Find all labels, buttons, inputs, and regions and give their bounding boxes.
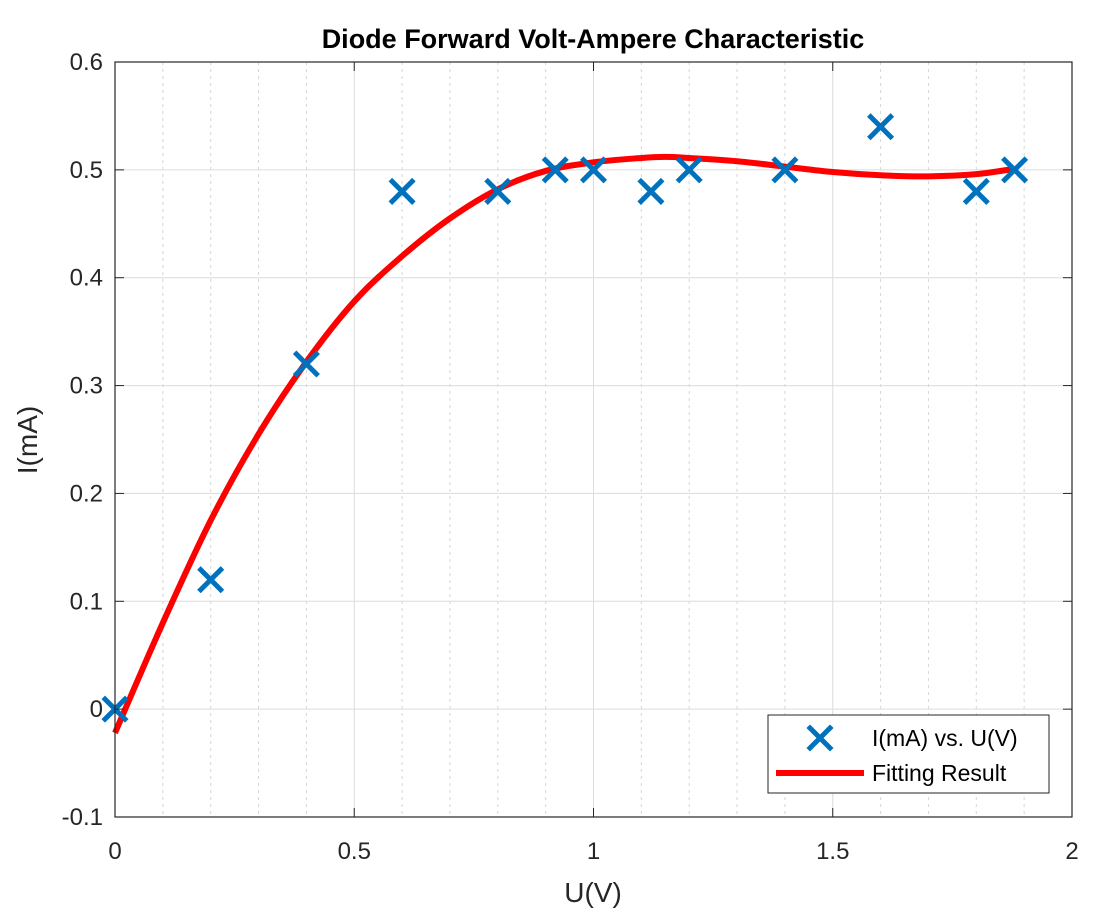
data-point xyxy=(197,566,225,594)
y-tick-label: 0.3 xyxy=(70,373,103,400)
legend-marker-x xyxy=(806,724,834,752)
x-tick-label: 2 xyxy=(1065,838,1078,865)
x-tick-label: 1 xyxy=(587,838,600,865)
data-point xyxy=(292,350,320,378)
data-point xyxy=(675,156,703,184)
data-point xyxy=(484,177,512,205)
data-point xyxy=(579,156,608,184)
y-tick-label: 0.5 xyxy=(70,157,103,184)
fit-curve xyxy=(112,153,1016,735)
ticks: 0 0.5 1 1.5 2-0.100.10.20.30.40.50.6 xyxy=(62,49,1079,865)
data-point xyxy=(541,156,569,184)
y-tick-label: 0.6 xyxy=(70,49,103,76)
y-tick-label: 0.1 xyxy=(70,588,103,615)
major-grid xyxy=(115,62,1072,817)
x-tick-label: 0.5 xyxy=(338,838,371,865)
data-point xyxy=(388,177,416,205)
legend-x-glyph xyxy=(806,724,834,752)
data-point xyxy=(962,177,990,205)
data-point xyxy=(637,177,665,205)
y-tick-label: -0.1 xyxy=(62,804,103,831)
y-tick-label: 0 xyxy=(90,696,103,723)
y-tick-label: 0.2 xyxy=(70,480,103,507)
legend-box xyxy=(767,714,1050,794)
data-point xyxy=(867,113,895,141)
x-axis-label: U(V) xyxy=(564,877,622,908)
legend-label-scatter: I(mA) vs. U(V) xyxy=(872,725,1018,751)
chart-title: Diode Forward Volt-Ampere Characteristic xyxy=(322,24,865,54)
legend: I(mA) vs. U(V) Fitting Result xyxy=(767,714,1050,794)
data-point xyxy=(771,156,799,184)
legend-label-fit: Fitting Result xyxy=(872,760,1007,786)
y-tick-label: 0.4 xyxy=(70,265,103,292)
x-tick-label: 1.5 xyxy=(816,838,849,865)
data-point xyxy=(1001,156,1029,184)
y-axis-label: I(mA) xyxy=(12,406,43,474)
x-tick-label: 0 xyxy=(108,838,121,865)
